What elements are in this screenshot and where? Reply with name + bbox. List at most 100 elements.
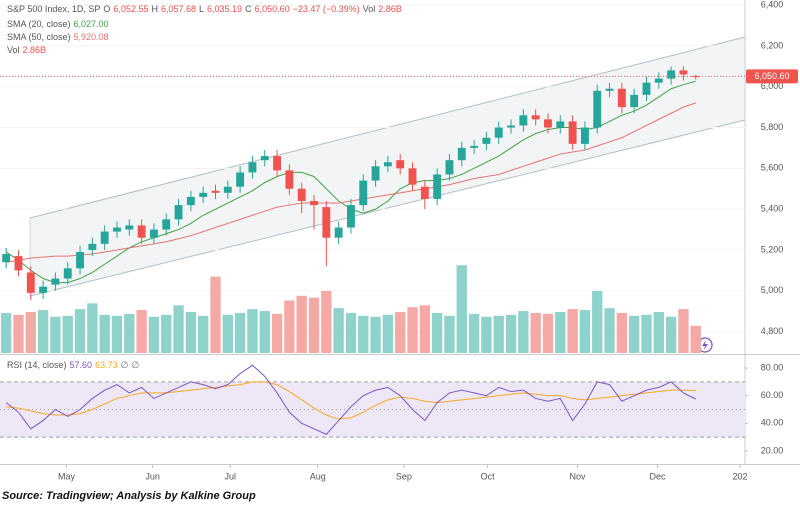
candle-body bbox=[433, 174, 442, 199]
volume-bar bbox=[616, 312, 628, 353]
y-tick-label: 4,800 bbox=[761, 326, 784, 336]
candle-body bbox=[273, 156, 282, 171]
volume-bar bbox=[456, 265, 467, 353]
volume-bar bbox=[124, 313, 135, 353]
y-tick-label: 6,400 bbox=[761, 0, 784, 9]
volume-bar bbox=[395, 311, 406, 353]
volume-bar bbox=[99, 314, 110, 353]
volume-bar bbox=[74, 309, 86, 353]
x-tick-label: Dec bbox=[650, 471, 667, 481]
volume-value: 2.86B bbox=[378, 4, 402, 14]
candle-body bbox=[544, 119, 552, 128]
y-tick-label: 6,000 bbox=[761, 81, 784, 91]
volume-key: Vol bbox=[7, 45, 20, 55]
candle-body bbox=[482, 137, 491, 144]
candle-body bbox=[408, 168, 417, 185]
candle-body bbox=[260, 156, 269, 161]
rsi-line bbox=[6, 381, 696, 420]
price-change: −23.47 (−0.39%) bbox=[293, 4, 360, 14]
volume-bar bbox=[62, 315, 73, 353]
candle-body bbox=[248, 162, 257, 173]
candle-body bbox=[568, 121, 577, 144]
candle-body bbox=[507, 125, 515, 128]
candle-body bbox=[420, 186, 429, 199]
indicator-value: 5,920.08 bbox=[74, 32, 109, 42]
candle-body bbox=[2, 254, 11, 263]
volume-bar bbox=[210, 276, 221, 353]
x-tick-label: Nov bbox=[570, 471, 587, 481]
candle-body bbox=[26, 272, 35, 293]
rsi-tick-label: 60.00 bbox=[761, 390, 784, 400]
candle-body bbox=[322, 207, 331, 238]
x-tick-label: Sep bbox=[396, 471, 412, 481]
channel-lower bbox=[29, 119, 746, 297]
volume-value: 2.86B bbox=[23, 45, 47, 55]
y-tick-label: 5,000 bbox=[761, 285, 784, 295]
legend-row: SMA (50, close) 5,920.08 bbox=[7, 32, 109, 42]
x-tick-label: Aug bbox=[310, 471, 326, 481]
volume-bar bbox=[259, 311, 270, 353]
x-tick-label: May bbox=[58, 471, 76, 481]
candle-body bbox=[445, 160, 454, 175]
rsi-title: RSI (14, close) bbox=[7, 360, 67, 370]
rsi-tick-label: 80.00 bbox=[761, 362, 784, 372]
volume-bar bbox=[247, 309, 258, 353]
rsi-extra: ∅ bbox=[131, 360, 139, 370]
volume-bar bbox=[592, 290, 603, 353]
candle-body bbox=[396, 160, 405, 169]
volume-bar bbox=[333, 308, 344, 353]
volume-bar bbox=[25, 311, 36, 353]
rsi-value: 57.60 bbox=[70, 360, 93, 370]
indicator-value: 6,027.00 bbox=[74, 19, 109, 29]
volume-bar bbox=[542, 313, 554, 353]
ohlc-value: 6,035.19 bbox=[207, 4, 242, 14]
volume-bar bbox=[505, 314, 517, 353]
candle-body bbox=[617, 88, 626, 108]
candle-body bbox=[297, 188, 306, 201]
volume-bar bbox=[136, 310, 147, 353]
candle-body bbox=[285, 170, 294, 189]
rsi-extra: ∅ bbox=[121, 360, 129, 370]
volume-bar bbox=[321, 290, 332, 353]
volume-bar bbox=[185, 311, 197, 353]
candle-body bbox=[667, 70, 676, 79]
candle-body bbox=[162, 219, 171, 230]
last-price-label: 6,050.60 bbox=[754, 71, 789, 81]
volume-bar bbox=[481, 316, 492, 353]
volume-bar bbox=[604, 308, 615, 353]
candle-body bbox=[310, 200, 318, 206]
candle-body bbox=[63, 268, 72, 279]
rsi-value: 63.73 bbox=[95, 360, 118, 370]
candle-body bbox=[88, 243, 97, 250]
legend-row: RSI (14, close) 57.60 63.73 ∅ ∅ bbox=[7, 360, 139, 370]
candle-body bbox=[470, 145, 479, 148]
x-tick-label: 202 bbox=[733, 471, 748, 481]
volume-bar bbox=[444, 315, 455, 353]
volume-key: Vol bbox=[363, 4, 376, 14]
volume-bar bbox=[493, 315, 504, 353]
source-note: Source: Tradingview; Analysis by Kalkine… bbox=[2, 490, 256, 502]
volume-bar bbox=[419, 305, 431, 353]
volume-bar bbox=[234, 312, 246, 353]
volume-bar bbox=[579, 310, 591, 353]
candle-body bbox=[630, 94, 639, 108]
y-tick-label: 6,200 bbox=[761, 40, 784, 50]
ohlc-value: 6,057.68 bbox=[161, 4, 196, 14]
volume-bar bbox=[407, 307, 418, 353]
volume-bar bbox=[690, 325, 701, 353]
rsi-tick-label: 40.00 bbox=[761, 418, 784, 428]
candle-body bbox=[593, 90, 602, 128]
indicator-name: SMA (20, close) bbox=[7, 19, 71, 29]
candle-body bbox=[691, 75, 700, 77]
candle-body bbox=[494, 127, 503, 138]
volume-bar bbox=[13, 314, 24, 353]
candle-body bbox=[347, 205, 355, 228]
volume-bar bbox=[518, 311, 529, 353]
candle-body bbox=[125, 225, 134, 230]
candle-body bbox=[51, 278, 60, 285]
volume-bar bbox=[345, 312, 357, 353]
y-tick-label: 5,600 bbox=[761, 163, 784, 173]
candle-body bbox=[654, 78, 663, 83]
volume-bar bbox=[629, 315, 640, 353]
